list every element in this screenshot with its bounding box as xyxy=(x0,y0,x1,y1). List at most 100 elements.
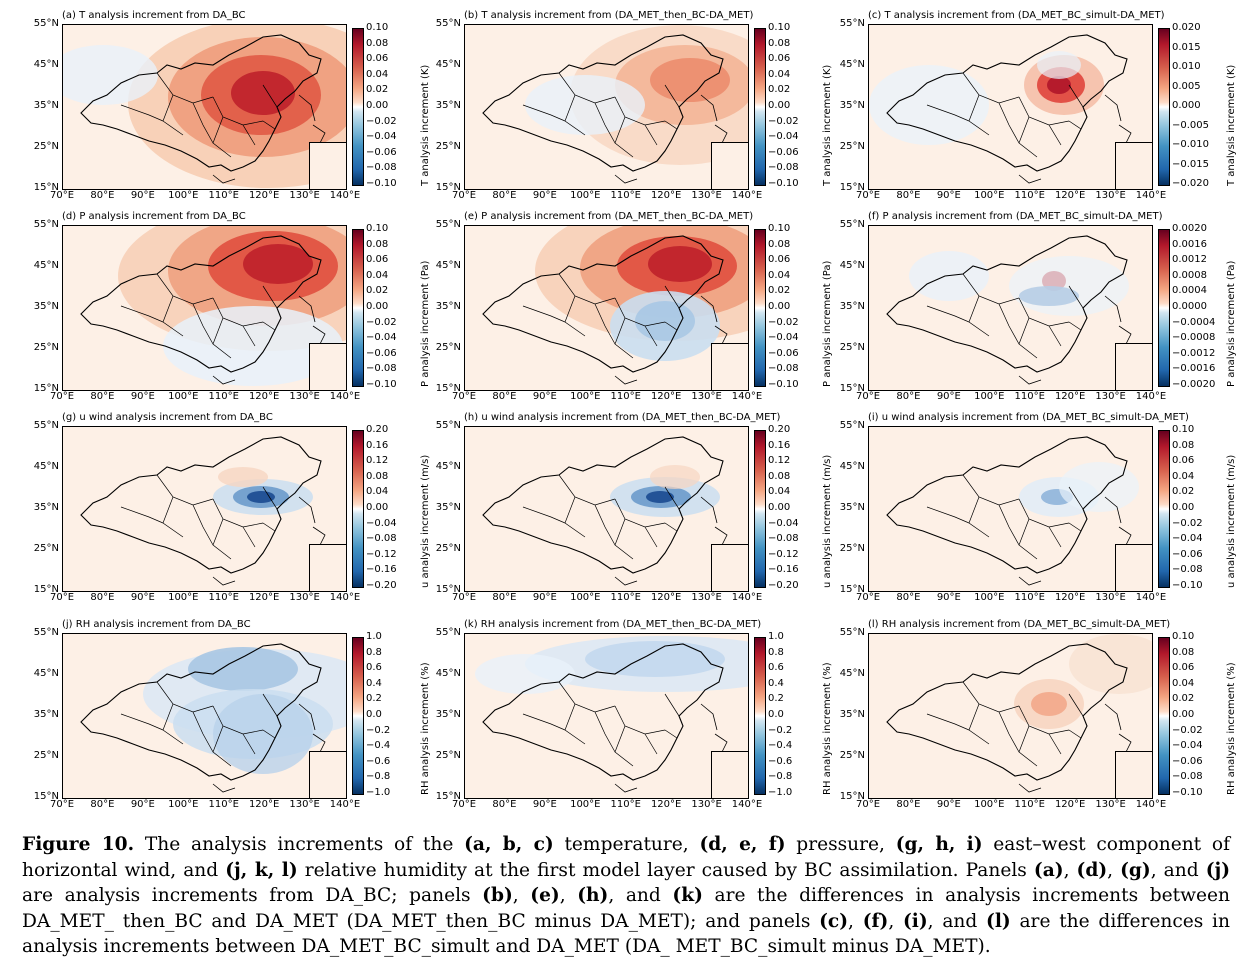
caption-text: , and xyxy=(927,910,987,932)
caption-text: are analysis increments from DA_BC; pane… xyxy=(22,885,483,906)
longitude-tick-label: 130°E xyxy=(691,190,722,201)
boundary-line xyxy=(926,474,1084,560)
colorbar-tick-label: −0.08 xyxy=(768,533,799,545)
boundary-line xyxy=(212,703,326,793)
colorbar-tick-label: −1.0 xyxy=(366,787,391,798)
latitude-tick-label: 45°N xyxy=(839,59,865,70)
latitude-tick-label: 35°N xyxy=(33,100,59,111)
colorbar-tick-label: 0.08 xyxy=(768,238,791,250)
caption-bold: (k) xyxy=(672,885,703,906)
longitude-tick-label: 70°E xyxy=(49,592,75,603)
map-plot xyxy=(868,225,1153,391)
boundary-line xyxy=(120,681,278,767)
colorbar-tick-label: 0.12 xyxy=(366,455,389,467)
boundary-line xyxy=(614,94,728,184)
longitude-tick-label: 130°E xyxy=(1095,592,1126,603)
longitude-tick-label: 120°E xyxy=(1054,391,1086,402)
latitude-tick-label: 45°N xyxy=(435,260,461,271)
latitude-tick-label: 25°N xyxy=(435,750,461,761)
latitude-tick-label: 35°N xyxy=(839,301,865,312)
increment-contour xyxy=(635,301,695,341)
longitude-tick-label: 120°E xyxy=(248,592,280,603)
caption-bold: (e) xyxy=(530,885,560,906)
longitude-tick-label: 80°E xyxy=(492,799,517,810)
latitude-tick-label: 25°N xyxy=(33,543,59,554)
colorbar-label: u analysis increment (m/s) xyxy=(822,454,833,588)
colorbar-tick-label: 0.04 xyxy=(366,486,389,498)
colorbar-tick-label: 0.0016 xyxy=(1172,238,1207,250)
caption-bold: (l) xyxy=(986,910,1011,932)
caption-bold: (i) xyxy=(902,910,928,932)
increment-contour xyxy=(475,654,575,694)
boundary-line xyxy=(522,72,680,158)
latitude-tick-label: 15°N xyxy=(839,182,865,193)
map-svg xyxy=(475,636,748,793)
longitude-tick-label: 100°E xyxy=(168,592,199,603)
colorbar-tick-label: 1.0 xyxy=(366,631,382,642)
latitude-tick-label: 45°N xyxy=(33,461,59,472)
colorbar xyxy=(754,637,766,795)
boundary-line xyxy=(886,643,1128,781)
colorbar-tick-label: 0.04 xyxy=(366,269,389,281)
boundary-line xyxy=(886,34,1128,172)
colorbar-tick-label: −0.08 xyxy=(1172,771,1203,783)
colorbar-tick-label: −0.02 xyxy=(1172,724,1203,736)
map-plot xyxy=(464,426,749,592)
longitude-tick-label: 140°E xyxy=(731,592,763,603)
caption-text: , xyxy=(1063,859,1077,881)
boundary-line xyxy=(120,273,278,359)
longitude-tick-label: 120°E xyxy=(650,391,682,402)
latitude-tick-label: 25°N xyxy=(435,342,461,353)
latitude-tick-label: 55°N xyxy=(33,420,59,431)
boundary-line xyxy=(614,295,728,385)
colorbar-tick-label: −0.2 xyxy=(366,724,391,736)
map-plot xyxy=(464,633,749,799)
map-svg xyxy=(869,34,1132,184)
latitude-tick-label: 35°N xyxy=(33,709,59,720)
latitude-tick-label: 35°N xyxy=(33,301,59,312)
longitude-tick-label: 80°E xyxy=(896,592,921,603)
colorbar-tick-label: 0.2 xyxy=(768,693,784,705)
colorbar-tick-label: −0.010 xyxy=(1172,139,1210,150)
colorbar-tick-label: 0.20 xyxy=(366,424,389,435)
caption-bold: (c) xyxy=(819,910,849,932)
colorbar-tick-label: −0.4 xyxy=(768,740,793,752)
map-plot xyxy=(464,225,749,391)
longitude-tick-label: 80°E xyxy=(492,391,517,402)
colorbar xyxy=(1158,28,1170,186)
latitude-tick-label: 45°N xyxy=(33,260,59,271)
colorbar-tick-label: −0.08 xyxy=(366,533,397,545)
latitude-tick-label: 15°N xyxy=(33,584,59,595)
longitude-tick-label: 110°E xyxy=(610,391,641,402)
latitude-tick-label: 35°N xyxy=(839,709,865,720)
increment-contour xyxy=(1069,634,1152,694)
caption-text: , xyxy=(1107,859,1121,881)
panel-title: (h) u wind analysis increment from (DA_M… xyxy=(464,412,781,423)
colorbar-tick-label: 0.0012 xyxy=(1172,254,1207,266)
longitude-tick-label: 70°E xyxy=(451,799,477,810)
colorbar-tick-label: 0.12 xyxy=(768,455,791,467)
colorbar-tick-label: 0.10 xyxy=(366,22,389,33)
caption-bold: (j, k, l) xyxy=(225,859,298,881)
panel-title: (j) RH analysis increment from DA_BC xyxy=(62,619,251,630)
colorbar-tick-label: −0.8 xyxy=(768,771,793,783)
colorbar-tick-label: 0.005 xyxy=(1172,80,1201,92)
longitude-tick-label: 140°E xyxy=(1135,592,1167,603)
colorbar-tick-label: 0.00 xyxy=(768,301,791,312)
longitude-tick-label: 120°E xyxy=(650,592,682,603)
latitude-tick-label: 35°N xyxy=(839,100,865,111)
colorbar-tick-label: −0.06 xyxy=(768,347,799,359)
longitude-tick-label: 130°E xyxy=(1095,799,1126,810)
colorbar-tick-label: −0.20 xyxy=(366,580,397,591)
longitude-tick-label: 130°E xyxy=(289,799,320,810)
colorbar-tick-label: −0.04 xyxy=(768,517,799,529)
colorbar-tick-label: 0.00 xyxy=(768,100,791,111)
colorbar-tick-label: −0.10 xyxy=(1172,580,1203,591)
latitude-tick-label: 45°N xyxy=(435,59,461,70)
colorbar-label: RH analysis increment (%) xyxy=(1226,662,1237,795)
boundary-line xyxy=(1018,94,1132,184)
longitude-tick-label: 100°E xyxy=(570,799,601,810)
colorbar-tick-label: 0.06 xyxy=(1172,662,1195,674)
increment-contour xyxy=(585,641,725,677)
colorbar-tick-label: 0.02 xyxy=(1172,486,1195,498)
